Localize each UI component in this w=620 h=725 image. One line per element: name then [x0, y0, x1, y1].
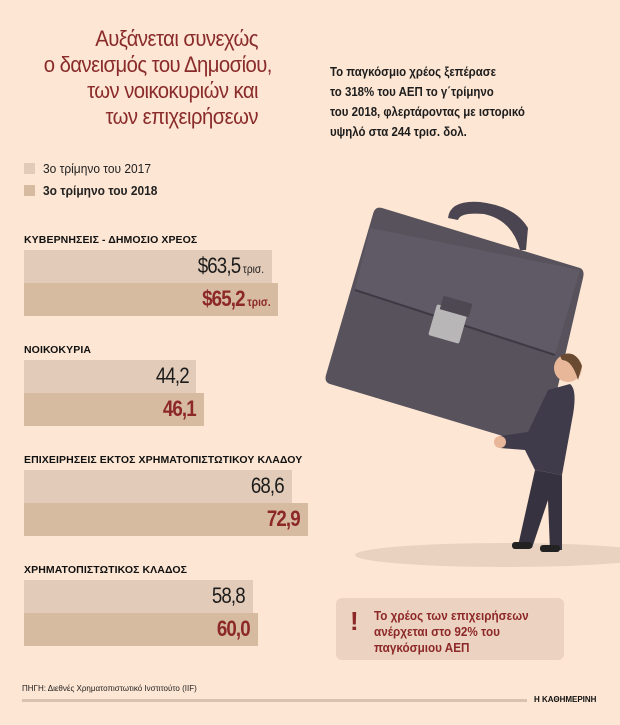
- bar-2018: 46,1: [24, 393, 204, 426]
- bar-2018: 60,0: [24, 613, 258, 646]
- data-value: 58,8: [212, 583, 246, 608]
- shadow: [355, 543, 620, 567]
- unit-label: τρισ.: [242, 262, 264, 276]
- briefcase-icon: [325, 201, 584, 447]
- data-label: $63,5 τρισ.: [197, 253, 263, 279]
- briefcase-man-illustration: [325, 201, 620, 567]
- intro-line: το 318% του ΑΕΠ το γ΄τρίμηνο: [330, 84, 494, 99]
- source-note: ΠΗΓΗ: Διεθνές Χρηματοπιστωτικό Ινστιτούτ…: [22, 684, 197, 693]
- data-value: 68,6: [250, 473, 285, 498]
- title-line: ο δανεισμός του Δημοσίου,: [43, 52, 273, 77]
- data-label: 72,9: [267, 506, 301, 532]
- category-group: ΝΟΙΚΟΚΥΡΙΑ 44,2 46,1: [24, 344, 204, 426]
- intro-line: υψηλό στα 244 τρισ. δολ.: [330, 124, 467, 139]
- callout-line: ανέρχεται στο 92% του: [374, 624, 500, 639]
- category-label: ΕΠΙΧΕΙΡΗΣΕΙΣ ΕΚΤΟΣ ΧΡΗΜΑΤΟΠΙΣΤΩΤΙΚΟΥ ΚΛΑ…: [24, 454, 303, 466]
- data-value: $65,2: [201, 286, 245, 311]
- intro-line: του 2018, φλερτάροντας με ιστορικό: [330, 104, 525, 119]
- chart-title: Αυξάνεται συνεχώς ο δανεισμός του Δημοσί…: [43, 26, 273, 130]
- legend-swatch-2017: [24, 162, 35, 174]
- category-label: ΚΥΒΕΡΝΗΣΕΙΣ - ΔΗΜΟΣΙΟ ΧΡΕΟΣ: [24, 234, 198, 246]
- data-label: 60,0: [216, 616, 251, 642]
- bar-2017: 68,6: [24, 470, 292, 503]
- category-group: ΚΥΒΕΡΝΗΣΕΙΣ - ΔΗΜΟΣΙΟ ΧΡΕΟΣ $63,5 τρισ. $65…: [24, 234, 279, 316]
- legend: 3ο τρίμηνο του 2017 3ο τρίμηνο του 2018: [24, 157, 167, 201]
- data-label: 58,8: [212, 583, 246, 609]
- bar-2017: $63,5 τρισ.: [24, 250, 272, 283]
- brand-logo: Η ΚΑΘΗΜΕΡΙΝΗ: [534, 695, 597, 704]
- data-label: 46,1: [162, 396, 197, 422]
- category-label: ΧΡΗΜΑΤΟΠΙΣΤΩΤΙΚΟΣ ΚΛΑΔΟΣ: [24, 564, 188, 576]
- data-value: 44,2: [155, 363, 189, 388]
- unit-label: τρισ.: [246, 295, 271, 309]
- data-label: 68,6: [250, 473, 285, 499]
- data-value: 60,0: [216, 616, 251, 641]
- data-value: $63,5: [197, 253, 240, 278]
- callout-line: Το χρέος των επιχειρήσεων: [374, 608, 529, 623]
- title-line: Αυξάνεται συνεχώς: [95, 26, 259, 51]
- intro-text: Το παγκόσμιο χρέος ξεπέρασε το 318% του …: [330, 62, 525, 142]
- category-label: ΝΟΙΚΟΚΥΡΙΑ: [24, 344, 92, 356]
- callout-box: ! Το χρέος των επιχειρήσεων ανέρχεται στ…: [336, 598, 564, 660]
- legend-item-2017: 3ο τρίμηνο του 2017: [24, 157, 167, 179]
- data-label: $65,2 τρισ.: [202, 286, 271, 312]
- legend-label: 3ο τρίμηνο του 2017: [43, 160, 151, 176]
- title-line: των επιχειρήσεων: [105, 104, 258, 129]
- data-value: 72,9: [267, 506, 301, 531]
- bar-2017: 44,2: [24, 360, 197, 393]
- bar-2018: $65,2 τρισ.: [24, 283, 279, 316]
- category-group: ΕΠΙΧΕΙΡΗΣΕΙΣ ΕΚΤΟΣ ΧΡΗΜΑΤΟΠΙΣΤΩΤΙΚΟΥ ΚΛΑ…: [24, 454, 309, 536]
- data-value: 46,1: [162, 396, 197, 421]
- category-group: ΧΡΗΜΑΤΟΠΙΣΤΩΤΙΚΟΣ ΚΛΑΔΟΣ 58,8 60,0: [24, 564, 258, 646]
- data-label: 44,2: [155, 363, 189, 389]
- legend-label: 3ο τρίμηνο του 2018: [43, 182, 158, 198]
- legend-swatch-2018: [24, 184, 35, 196]
- intro-line: Το παγκόσμιο χρέος ξεπέρασε: [330, 64, 497, 79]
- title-line: των νοικοκυριών και: [87, 78, 258, 103]
- legend-item-2018: 3ο τρίμηνο του 2018: [24, 179, 167, 201]
- exclamation-icon: !: [350, 606, 359, 636]
- footer-divider: [22, 699, 527, 702]
- bar-2018: 72,9: [24, 503, 309, 536]
- bar-2017: 58,8: [24, 580, 254, 613]
- callout-line: παγκόσμιου ΑΕΠ: [374, 640, 470, 655]
- man-figure: [494, 353, 582, 552]
